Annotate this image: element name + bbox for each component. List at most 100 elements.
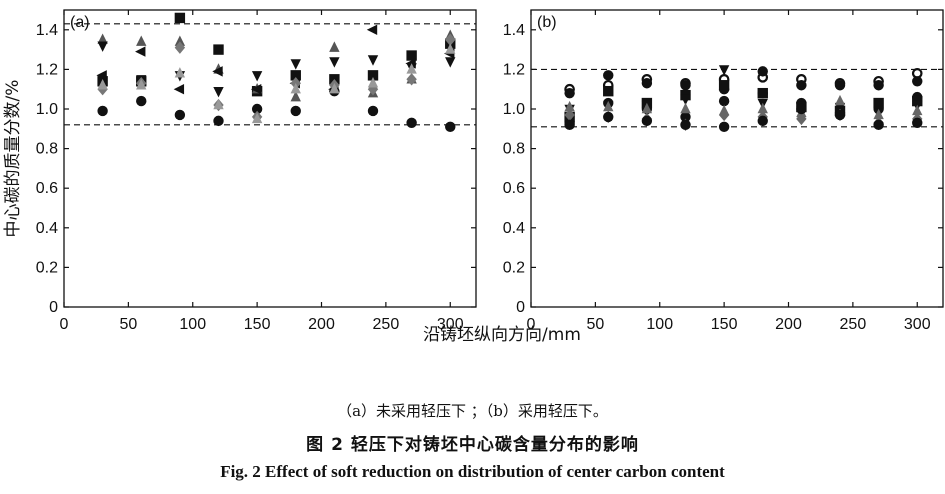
data-point <box>564 100 575 112</box>
data-series-4 <box>97 41 456 98</box>
data-point <box>680 102 691 114</box>
data-point <box>680 119 691 131</box>
data-point <box>680 94 691 106</box>
data-point <box>912 76 923 87</box>
data-series-7 <box>97 43 456 124</box>
data-point <box>136 79 147 90</box>
data-point <box>136 95 147 107</box>
data-series-7 <box>564 108 923 132</box>
data-point <box>97 105 108 117</box>
subfigure-caption: （a）未采用轻压下 ；（b）采用轻压下。 <box>337 402 608 420</box>
y-tick-label: 0.6 <box>503 180 525 197</box>
x-tick-label: 200 <box>775 316 802 333</box>
data-point <box>96 70 107 81</box>
data-series-2 <box>564 66 923 99</box>
data-point <box>718 95 730 107</box>
data-point <box>718 121 730 133</box>
data-point <box>873 80 884 91</box>
data-point <box>367 55 379 66</box>
y-tick-label: 1.2 <box>503 61 525 78</box>
x-tick-label: 300 <box>904 316 931 333</box>
data-point <box>641 78 653 89</box>
y-tick-label: 0.2 <box>503 259 525 276</box>
data-point <box>97 33 108 44</box>
x-tick-label: 150 <box>711 316 738 333</box>
panel-label: (a) <box>70 14 90 31</box>
data-point <box>445 43 456 54</box>
plot-frame <box>63 9 477 308</box>
data-point <box>796 112 807 126</box>
x-tick-label: 100 <box>179 316 206 333</box>
data-point <box>367 77 379 88</box>
data-point <box>406 50 417 61</box>
data-point <box>290 90 301 102</box>
plot-frame <box>530 9 944 308</box>
y-axis-title: 中心碳的质量分数/% <box>3 80 23 238</box>
y-tick-label: 0 <box>49 299 58 316</box>
data-point <box>445 121 456 133</box>
data-point <box>366 24 378 35</box>
y-tick-label: 0.4 <box>36 220 58 237</box>
data-point <box>174 41 186 54</box>
data-point <box>873 97 884 109</box>
data-point <box>641 102 653 114</box>
data-point <box>174 12 186 24</box>
data-point <box>251 71 263 82</box>
data-point <box>174 67 186 78</box>
chart-panel-b: 0 50 100 150 200 250 300 0 0.2 0.4 0.6 0.8 1.0 1.2 1.4… <box>503 9 944 333</box>
data-point <box>757 87 768 99</box>
data-point <box>251 103 263 115</box>
data-point <box>174 109 186 121</box>
x-tick-label: 250 <box>373 316 400 333</box>
x-tick-label: 300 <box>437 316 464 333</box>
data-point <box>834 102 846 114</box>
data-point <box>250 84 262 95</box>
data-point <box>834 80 846 91</box>
y-tick-label: 0.8 <box>36 141 58 158</box>
data-point <box>213 115 224 127</box>
y-tick-label: 0.8 <box>503 141 525 158</box>
data-point <box>873 108 884 120</box>
data-point <box>406 63 417 74</box>
data-point <box>290 105 301 117</box>
data-point <box>212 66 223 77</box>
data-point <box>135 46 146 57</box>
data-point <box>873 119 884 131</box>
figure-title-chinese: 图 2 轻压下对铸坯中心碳含量分布的影响 <box>306 435 639 455</box>
data-point <box>564 108 575 122</box>
y-tick-label: 0.2 <box>36 259 58 276</box>
data-point <box>757 102 768 114</box>
x-tick-label: 100 <box>646 316 673 333</box>
data-point <box>290 59 301 70</box>
data-point <box>136 35 147 46</box>
data-point <box>367 105 379 117</box>
figure-title-english: Fig. 2 Effect of soft reduction on distr… <box>220 462 725 481</box>
data-point <box>718 80 730 91</box>
data-point <box>912 117 923 129</box>
data-point <box>603 100 614 112</box>
data-series-5 <box>96 24 455 95</box>
data-point <box>796 103 807 115</box>
data-point <box>718 108 730 122</box>
data-point <box>603 85 614 97</box>
data-point <box>97 41 108 52</box>
data-point <box>329 41 340 52</box>
y-tick-label: 1.0 <box>36 101 58 118</box>
data-point <box>251 112 263 124</box>
data-point <box>718 65 730 76</box>
data-series-6 <box>564 94 923 120</box>
y-tick-label: 1.0 <box>503 101 525 118</box>
data-point <box>329 57 340 68</box>
data-point <box>367 70 379 81</box>
y-tick-label: 1.2 <box>36 61 58 78</box>
x-tick-label: 150 <box>244 316 271 333</box>
data-point <box>757 115 768 127</box>
data-point <box>97 79 108 90</box>
x-tick-label: 250 <box>840 316 867 333</box>
data-point <box>834 109 846 121</box>
data-point <box>564 119 575 131</box>
data-point <box>603 70 614 81</box>
y-tick-label: 0.4 <box>503 220 525 237</box>
data-point <box>329 83 340 94</box>
data-point <box>680 80 691 91</box>
